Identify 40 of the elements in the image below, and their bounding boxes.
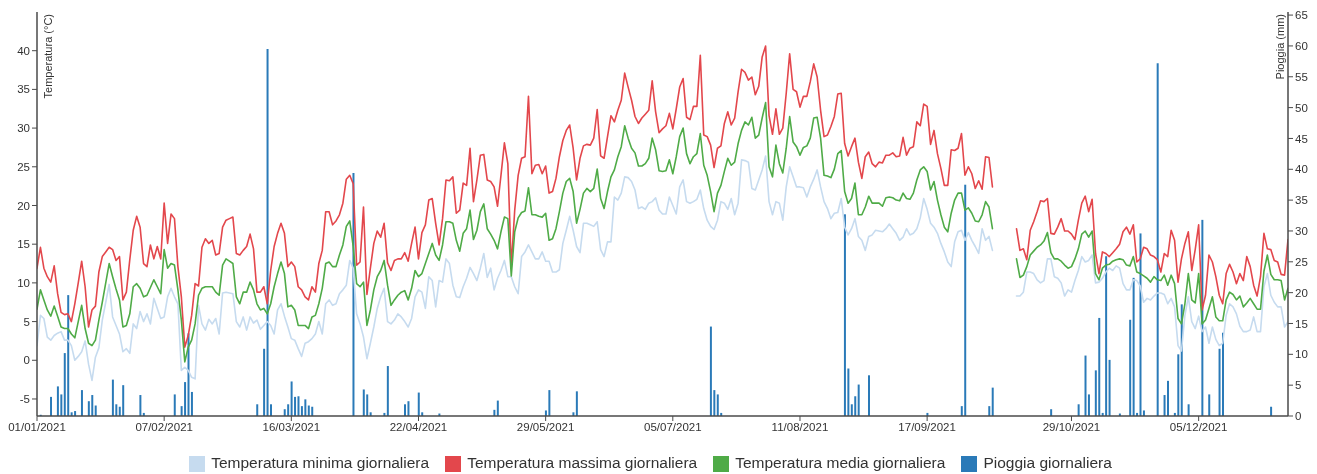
y2-tick-label: 40 xyxy=(1295,163,1308,176)
y2-tick-label: 5 xyxy=(1295,379,1302,392)
y2-tick-label: 30 xyxy=(1295,225,1308,238)
legend-label: Temperatura minima giornaliera xyxy=(211,454,430,471)
y2-tick-label: 45 xyxy=(1295,132,1308,145)
x-tick-label: 16/03/2021 xyxy=(262,421,321,434)
x-tick-label: 29/10/2021 xyxy=(1042,421,1101,434)
y2-tick-label: 0 xyxy=(1295,410,1302,423)
legend-label: Temperatura massima giornaliera xyxy=(467,454,698,471)
y-tick-label: 35 xyxy=(17,83,30,96)
x-tick-label: 05/07/2021 xyxy=(644,421,702,434)
x-tick-label: 17/09/2021 xyxy=(898,421,956,434)
legend-label: Pioggia giornaliera xyxy=(983,454,1112,471)
y-tick-label: 5 xyxy=(23,315,30,328)
y2-tick-label: 55 xyxy=(1295,70,1308,83)
y2-tick-label: 25 xyxy=(1295,255,1308,268)
y2-tick-label: 20 xyxy=(1295,286,1308,299)
y-tick-label: 10 xyxy=(17,276,30,289)
y-tick-label: 15 xyxy=(17,238,30,251)
y-tick-label: -5 xyxy=(19,393,30,406)
y2-tick-label: 35 xyxy=(1295,194,1308,207)
x-tick-label: 01/01/2021 xyxy=(8,421,66,434)
y-axis-title: Temperatura (°C) xyxy=(42,14,54,99)
y-tick-label: 0 xyxy=(23,354,30,367)
y-tick-label: 30 xyxy=(17,122,30,135)
y2-axis-title: Pioggia (mm) xyxy=(1274,14,1286,80)
y2-tick-label: 50 xyxy=(1295,101,1308,114)
x-tick-label: 11/08/2021 xyxy=(771,421,829,434)
y-tick-label: 40 xyxy=(17,44,30,57)
x-tick-label: 22/04/2021 xyxy=(389,421,448,434)
y2-tick-label: 65 xyxy=(1295,9,1308,22)
legend-label: Temperatura media giornaliera xyxy=(735,454,946,471)
y-tick-label: 20 xyxy=(17,199,30,212)
x-tick-label: 29/05/2021 xyxy=(516,421,575,434)
y2-tick-label: 60 xyxy=(1295,40,1308,53)
x-tick-label: 05/12/2021 xyxy=(1169,421,1228,434)
x-tick-label: 07/02/2021 xyxy=(135,421,193,434)
y2-tick-label: 10 xyxy=(1295,348,1308,361)
y2-tick-label: 15 xyxy=(1295,317,1308,330)
y-tick-label: 25 xyxy=(17,160,30,173)
